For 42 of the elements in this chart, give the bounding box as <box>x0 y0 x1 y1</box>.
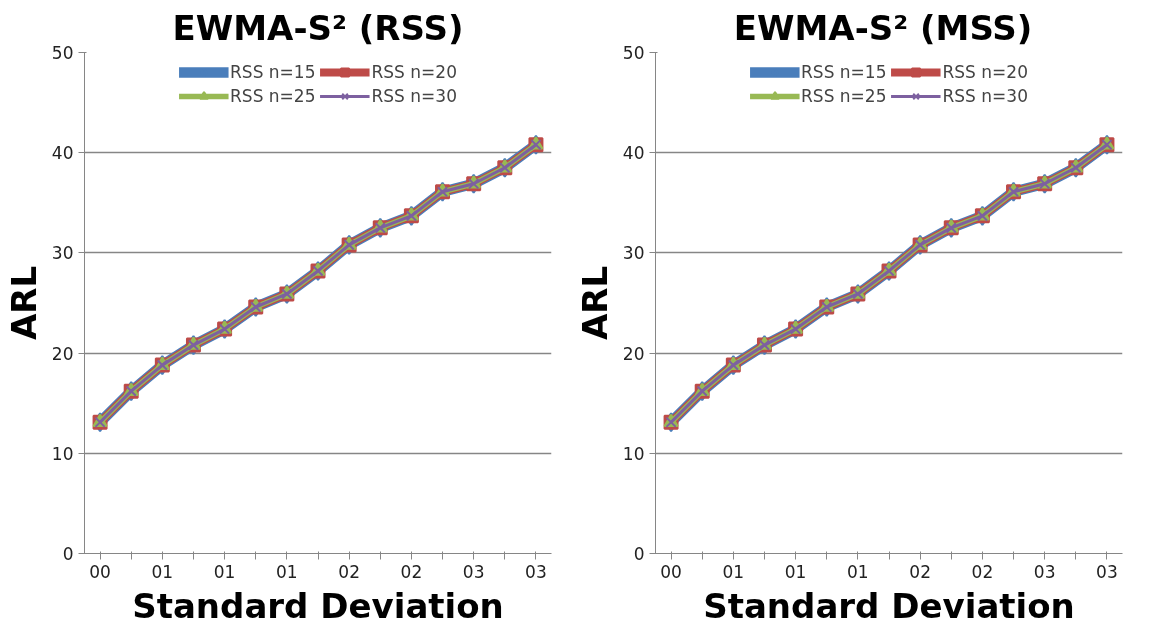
legend-label: RSS n=25 <box>801 86 887 106</box>
legend-label: RSS n=30 <box>942 86 1028 106</box>
y-axis-title: ARL <box>574 265 615 341</box>
x-tick-label: 03 <box>1096 561 1118 582</box>
x-tick-label: 02 <box>400 561 423 582</box>
legend-label: RSS n=15 <box>230 62 316 82</box>
x-tick-label: 02 <box>909 561 931 582</box>
x-tick-label: 03 <box>525 561 547 582</box>
x-tick-label: 01 <box>151 561 174 582</box>
x-tick-label: 02 <box>971 561 994 582</box>
x-tick-label: 00 <box>660 561 682 582</box>
x-tick-label: 03 <box>462 561 485 582</box>
x-axis-title: Standard Deviation <box>132 585 504 626</box>
legend-label: RSS n=15 <box>801 62 887 82</box>
legend-label: RSS n=25 <box>230 86 316 106</box>
x-tick-label: 01 <box>847 561 869 582</box>
x-tick-label: 02 <box>338 561 360 582</box>
y-tick-label: 10 <box>51 443 74 464</box>
x-axis-title: Standard Deviation <box>703 585 1075 626</box>
x-tick-label: 01 <box>276 561 298 582</box>
y-tick-label: 20 <box>622 343 645 364</box>
y-tick-label: 30 <box>51 243 74 264</box>
chart-title: EWMA-S² (MSS) <box>733 7 1033 48</box>
chart-title: EWMA-S² (RSS) <box>172 7 464 48</box>
y-tick-label: 0 <box>633 544 645 564</box>
x-tick-label: 01 <box>722 561 745 582</box>
legend-label: RSS n=30 <box>371 86 457 106</box>
y-tick-label: 10 <box>622 443 645 464</box>
x-tick-label: 00 <box>89 561 111 582</box>
y-tick-label: 50 <box>51 43 74 63</box>
legend-label: RSS n=20 <box>942 62 1028 82</box>
y-tick-label: 40 <box>622 143 645 164</box>
y-tick-label: 50 <box>622 43 645 63</box>
legend-label: RSS n=20 <box>371 62 457 82</box>
y-tick-label: 40 <box>51 143 74 164</box>
y-tick-label: 0 <box>62 544 74 564</box>
x-tick-label: 03 <box>1033 561 1056 582</box>
x-tick-label: 01 <box>784 561 807 582</box>
y-tick-label: 20 <box>51 343 74 364</box>
x-tick-label: 01 <box>213 561 236 582</box>
y-axis-title: ARL <box>3 265 44 341</box>
y-tick-label: 30 <box>622 243 645 264</box>
